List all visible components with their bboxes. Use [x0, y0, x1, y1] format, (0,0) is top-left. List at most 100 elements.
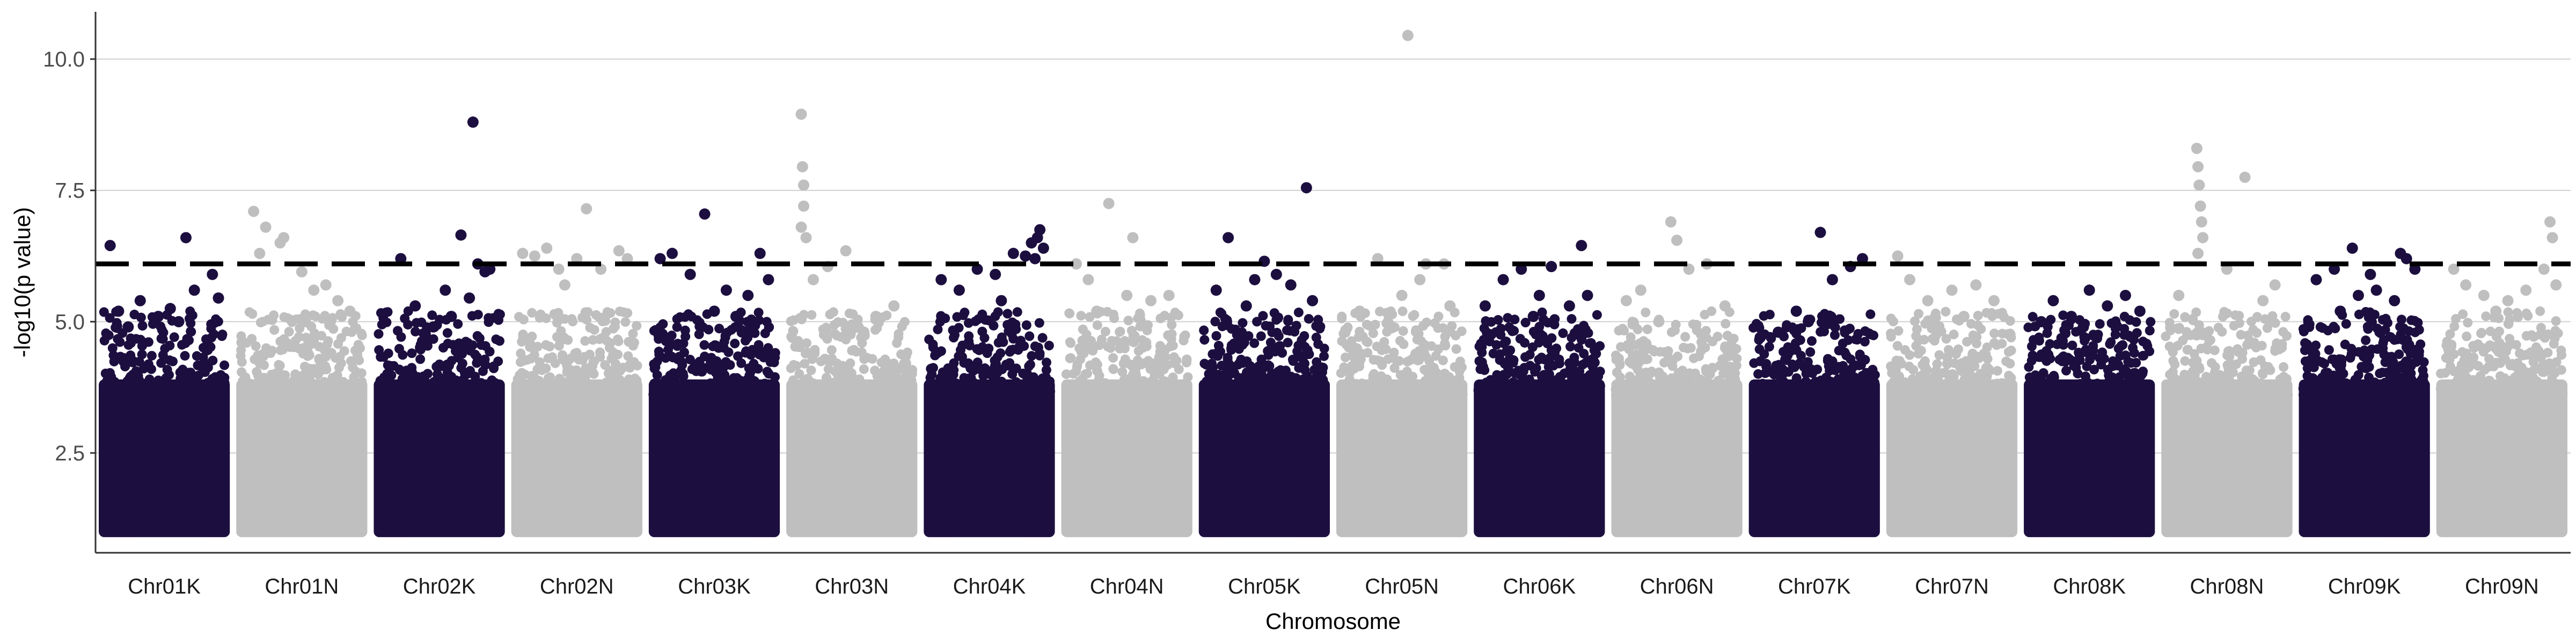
cloud-point	[2365, 307, 2375, 317]
cloud-point	[902, 347, 912, 357]
data-point	[2257, 295, 2269, 306]
cloud-point	[1116, 381, 1126, 391]
cloud-point	[1074, 343, 1085, 353]
cloud-point	[217, 331, 227, 341]
cloud-point	[1034, 318, 1044, 328]
cloud-point	[2037, 370, 2047, 380]
cloud-point	[1213, 370, 1224, 380]
cloud-point	[1493, 315, 1503, 325]
cloud-point	[1096, 334, 1107, 345]
data-point	[742, 289, 754, 301]
data-point	[1790, 305, 1802, 317]
cloud-point	[1040, 375, 1050, 385]
cloud-point	[859, 364, 869, 374]
data-point	[667, 247, 678, 259]
cloud-point	[2049, 371, 2059, 381]
cloud-point	[1077, 335, 1087, 346]
cloud-point	[848, 373, 858, 383]
cloud-point	[556, 326, 566, 336]
data-point	[308, 284, 320, 296]
cloud-texture-chr05k	[1199, 308, 1330, 400]
cloud-point	[418, 328, 428, 338]
data-point	[445, 311, 457, 323]
cloud-point	[545, 390, 555, 400]
cloud-point	[207, 333, 217, 343]
x-tick-labels: Chr01K Chr01N Chr02K Chr02N Chr03K Chr03N Chr0…	[128, 575, 2539, 598]
cloud-point	[1236, 357, 1246, 368]
cloud-point	[1179, 387, 1189, 398]
cloud-point	[965, 390, 976, 400]
cloud-point	[2540, 333, 2550, 343]
cloud-point	[1076, 311, 1086, 321]
cloud-point	[553, 383, 563, 393]
cloud-point	[2001, 388, 2011, 398]
cloud-point	[126, 350, 136, 361]
cloud-point	[1968, 390, 1979, 400]
cloud-point	[2324, 345, 2334, 355]
cloud-point	[185, 306, 195, 317]
data-point	[553, 264, 565, 275]
cloud-point	[1290, 327, 1300, 337]
cloud-point	[525, 386, 535, 397]
cloud-point	[1843, 385, 1854, 395]
cloud-point	[1169, 352, 1179, 362]
data-point	[1803, 316, 1814, 327]
cloud-point	[1642, 324, 1652, 334]
chromosome-band-chr08k	[2024, 379, 2155, 537]
cloud-point	[1534, 338, 1544, 348]
cloud-point	[980, 390, 990, 400]
cloud-point	[1893, 326, 1904, 336]
cloud-point	[581, 377, 591, 387]
cloud-point	[1855, 349, 1865, 360]
cloud-point	[2260, 361, 2270, 371]
cloud-point	[1905, 350, 1915, 360]
cloud-point	[655, 333, 665, 343]
cloud-point	[1006, 390, 1016, 400]
cloud-point	[1595, 380, 1605, 391]
cloud-point	[1730, 344, 1740, 354]
cloud-point	[1567, 333, 1577, 343]
cloud-point	[2089, 364, 2099, 375]
cloud-point	[1150, 370, 1160, 380]
data-point	[104, 239, 116, 251]
cloud-point	[204, 390, 214, 400]
cloud-point	[840, 378, 850, 389]
cloud-point	[1612, 389, 1622, 399]
cloud-point	[966, 373, 976, 383]
cloud-point	[2438, 390, 2448, 400]
cloud-point	[2141, 389, 2151, 399]
cloud-point	[378, 313, 389, 323]
chromosome-band-chr03n	[786, 379, 918, 537]
cloud-point	[964, 331, 974, 341]
cloud-point	[1838, 362, 1848, 372]
cloud-point	[730, 339, 740, 349]
data-point	[320, 279, 332, 291]
cloud-point	[422, 341, 433, 351]
cloud-point	[1258, 311, 1268, 321]
cloud-point	[532, 364, 543, 375]
cloud-point	[1011, 319, 1021, 330]
cloud-point	[1340, 325, 1350, 335]
cloud-point	[714, 324, 724, 334]
cloud-point	[2112, 361, 2122, 371]
x-tick-label: Chr05K	[1228, 575, 1301, 598]
cloud-point	[676, 356, 686, 366]
cloud-point	[1886, 313, 1896, 324]
cloud-point	[289, 342, 299, 353]
data-point	[2346, 242, 2358, 254]
cloud-point	[952, 312, 962, 322]
cloud-point	[2357, 386, 2367, 397]
cloud-point	[1081, 390, 1091, 400]
cloud-point	[269, 325, 280, 335]
cloud-point	[1115, 326, 1125, 336]
cloud-point	[1547, 333, 1557, 343]
cloud-point	[1451, 344, 1461, 354]
y-tick-label: 7.5	[55, 179, 85, 203]
cloud-point	[960, 308, 970, 318]
cloud-point	[983, 315, 993, 325]
cloud-point	[1354, 361, 1364, 371]
data-point	[464, 292, 475, 304]
cloud-point	[2503, 319, 2513, 329]
cloud-point	[1730, 374, 1740, 384]
cloud-point	[720, 331, 730, 341]
